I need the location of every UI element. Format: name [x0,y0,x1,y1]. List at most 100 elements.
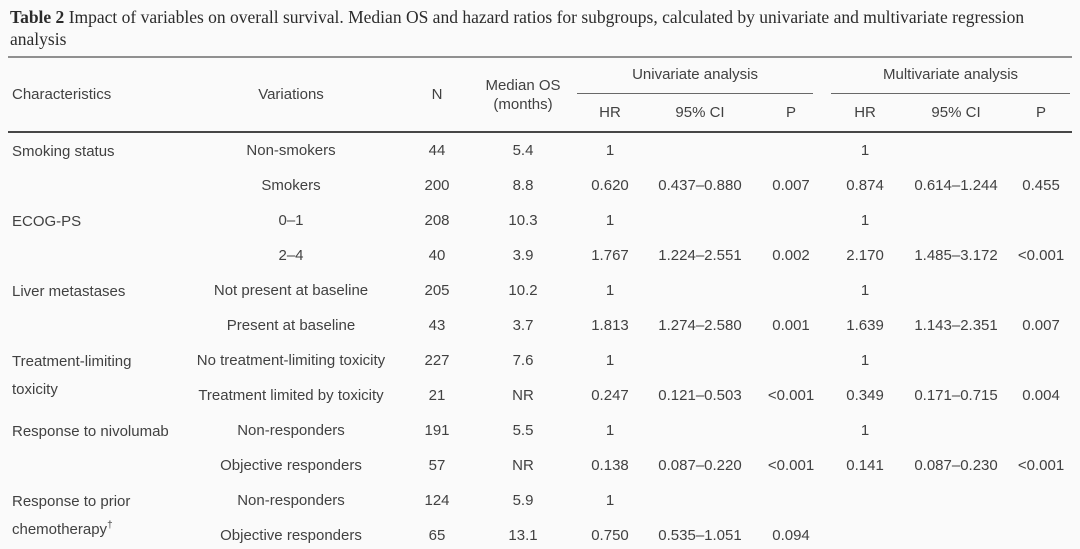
cell-uni-hr: 1 [605,422,615,439]
cell-n: 21 [428,387,446,404]
cell-n: 191 [424,422,450,439]
cell-n: 40 [428,247,446,264]
cell-characteristic: Smoking status [8,132,180,203]
cell-multi-hr: 0.349 [846,387,884,404]
col-header-characteristics: Characteristics [8,57,180,133]
cell-multi-p [1010,483,1072,518]
table-row: Response to prior chemotherapy† Non-resp… [8,483,1072,538]
header-row-stats: HR 95% CI P HR 95% CI P [8,94,1073,133]
table-row: Smoking status Non-smokers 44 5.4 1 1 [8,132,1072,168]
characteristic-text: Smoking status [12,143,115,160]
cell-multi-p: 0.004 [1022,387,1060,404]
cell-multi-hr: 1 [860,352,870,369]
cell-variation: 0–1 [278,212,304,229]
cell-uni-hr: 1 [605,282,615,299]
cell-characteristic: Response to nivolumab [8,413,180,483]
characteristic-text: Response to nivolumab [12,423,169,440]
cell-characteristic: ECOG-PS [8,203,180,273]
characteristic-superscript: † [107,520,113,531]
cell-median-os: 7.6 [512,352,534,369]
col-header-n: N [402,57,472,133]
table-caption-text: Impact of variables on overall survival.… [10,7,1025,49]
cell-uni-hr: 1.767 [591,247,629,264]
cell-uni-ci: 0.535–1.051 [658,527,742,544]
characteristic-text: Response to prior chemotherapy [12,493,131,538]
cell-multi-p [1010,273,1072,308]
cell-multi-ci [902,518,1010,549]
cell-uni-ci [646,343,754,378]
cell-multi-ci [902,483,1010,518]
cell-uni-p [754,343,828,378]
cell-multi-p [1010,518,1072,549]
cell-median-os: 13.1 [508,527,538,544]
cell-n: 124 [424,492,450,509]
cell-uni-p: 0.002 [772,247,810,264]
cell-multi-hr: 1 [860,142,870,159]
cell-uni-p [754,413,828,448]
cell-uni-ci: 1.224–2.551 [658,247,742,264]
cell-multi-ci: 0.087–0.230 [914,457,998,474]
cell-variation: Smokers [261,177,321,194]
cell-multi-hr [828,518,902,549]
cell-multi-hr: 1 [860,282,870,299]
group-header-multivariate: Multivariate analysis [828,57,1072,94]
cell-multi-hr [828,483,902,518]
cell-n: 200 [424,177,450,194]
cell-variation: Objective responders [220,457,362,474]
cell-uni-hr: 0.750 [591,527,629,544]
header-row-groups: Characteristics Variations N Median OS (… [8,57,1072,133]
cell-variation: Non-responders [237,422,345,439]
cell-multi-ci [902,273,1010,308]
cell-multi-ci [902,132,1010,168]
cell-n: 44 [428,142,446,159]
cell-median-os: NR [512,387,534,404]
col-header-multi-hr: HR [828,94,903,133]
characteristic-text: ECOG-PS [12,213,82,230]
cell-variation: Objective responders [220,527,362,544]
col-header-multi-p: P [1010,94,1073,133]
cell-uni-ci [646,132,754,168]
cell-n: 205 [424,282,450,299]
cell-multi-ci [902,343,1010,378]
cell-multi-p: <0.001 [1017,457,1065,474]
cell-multi-p [1010,132,1072,168]
cell-multi-ci: 1.143–2.351 [914,317,998,334]
table-row: Objective responders 57 NR 0.138 0.087–0… [8,448,1072,483]
cell-uni-ci: 0.121–0.503 [658,387,742,404]
cell-uni-hr: 0.620 [591,177,629,194]
cell-multi-p: 0.007 [1022,317,1060,334]
cell-uni-p: 0.094 [772,527,810,544]
cell-variation: Present at baseline [226,317,356,334]
col-header-multi-ci: 95% CI [902,94,1011,133]
cell-uni-hr: 1 [605,492,615,509]
cell-multi-p: 0.455 [1022,177,1060,194]
col-header-median-os-line2: (months) [493,95,553,113]
cell-median-os: 8.8 [512,177,534,194]
table-row: Treatment-limiting toxicity No treatment… [8,343,1072,398]
cell-variation: Treatment limited by toxicity [198,387,384,404]
cell-multi-ci [902,413,1010,448]
cell-uni-hr: 1 [605,212,615,229]
cell-variation: 2–4 [278,247,304,264]
table-row: Present at baseline 43 3.7 1.813 1.274–2… [8,308,1072,343]
cell-uni-ci [646,203,754,238]
cell-multi-hr: 1.639 [846,317,884,334]
col-header-variations: Variations [180,57,402,133]
cell-multi-p [1010,413,1072,448]
cell-uni-ci: 0.437–0.880 [658,177,742,194]
cell-uni-p: 0.007 [772,177,810,194]
col-header-median-os: Median OS (months) [472,57,574,133]
cell-median-os: 5.5 [512,422,534,439]
cell-uni-ci: 0.087–0.220 [658,457,742,474]
cell-multi-hr: 0.141 [846,457,884,474]
characteristic-text: Treatment-limiting toxicity [12,353,132,398]
cell-variation: No treatment-limiting toxicity [196,352,386,369]
cell-multi-hr: 1 [860,422,870,439]
group-header-univariate: Univariate analysis [574,57,828,94]
cell-multi-p: <0.001 [1017,247,1065,264]
cell-multi-ci: 0.614–1.244 [914,177,998,194]
cell-n: 65 [428,527,446,544]
col-header-uni-p: P [754,94,829,133]
table-caption: Table 2 Impact of variables on overall s… [10,6,1070,50]
